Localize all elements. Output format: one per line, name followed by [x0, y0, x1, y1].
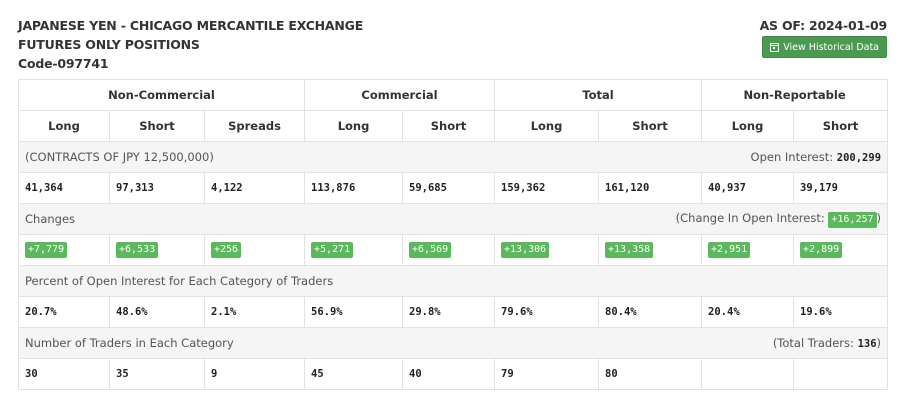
traders-label: Number of Traders in Each Category: [17, 327, 495, 359]
traders-cell: 35: [109, 358, 205, 390]
changes-cell: +7,779: [18, 234, 110, 266]
change-oi-prefix: (Change In Open Interest:: [675, 210, 825, 225]
contracts-label: (CONTRACTS OF JPY 12,500,000): [17, 141, 495, 173]
traders-cell: 45: [304, 358, 404, 390]
report-code: Code-097741: [18, 56, 109, 71]
report-title-block: JAPANESE YEN - CHICAGO MERCANTILE EXCHAN…: [18, 16, 363, 73]
subheader-cell: Spreads: [203, 110, 306, 142]
calendar-icon: [770, 42, 780, 52]
percent-label: Percent of Open Interest for Each Catego…: [17, 265, 889, 297]
contracts-section-row: (CONTRACTS OF JPY 12,500,000) Open Inter…: [17, 141, 889, 173]
view-historical-data-button[interactable]: View Historical Data: [762, 36, 887, 58]
contracts-cell: 97,313: [109, 172, 205, 204]
traders-cell: 9: [203, 358, 306, 390]
subheader-cell: Long: [18, 110, 110, 142]
percent-cell: 80.4%: [598, 296, 703, 328]
open-interest-label: Open Interest:: [750, 150, 834, 164]
percent-cell: 56.9%: [304, 296, 404, 328]
percent-cell: 79.6%: [494, 296, 600, 328]
traders-cell: 30: [18, 358, 110, 390]
report-subtitle: FUTURES ONLY POSITIONS: [18, 37, 200, 52]
percent-section-row: Percent of Open Interest for Each Catego…: [17, 265, 889, 297]
subheader-cell: Long: [494, 110, 600, 142]
changes-values-row: +7,779 +6,533 +256 +5,271 +6,569 +13,306…: [18, 234, 889, 266]
view-historical-data-label: View Historical Data: [783, 41, 879, 53]
subheader-cell: Long: [701, 110, 795, 142]
change-badge: +2,951: [708, 242, 751, 258]
traders-cell: 80: [598, 358, 703, 390]
subheader-cell: Short: [793, 110, 889, 142]
change-oi-suffix: ): [876, 210, 882, 225]
group-total: Total: [494, 79, 703, 111]
report-title: JAPANESE YEN - CHICAGO MERCANTILE EXCHAN…: [18, 18, 364, 33]
change-open-interest: (Change In Open Interest: +16,257): [494, 203, 889, 235]
percent-cell: 2.1%: [203, 296, 306, 328]
changes-cell: +256: [203, 234, 306, 266]
traders-cell: [793, 358, 889, 390]
percent-cell: 48.6%: [109, 296, 205, 328]
subheader-cell: Short: [109, 110, 205, 142]
change-oi-badge: +16,257: [828, 211, 877, 228]
change-badge: +6,533: [116, 242, 159, 258]
total-traders: (Total Traders: 136): [494, 327, 889, 359]
contracts-cell: 59,685: [402, 172, 496, 204]
changes-section-row: Changes (Change In Open Interest: +16,25…: [17, 203, 889, 235]
percent-cell: 19.6%: [793, 296, 889, 328]
traders-cell: 79: [494, 358, 600, 390]
contracts-cell: 39,179: [793, 172, 889, 204]
change-badge: +6,569: [409, 242, 452, 258]
traders-section-row: Number of Traders in Each Category (Tota…: [17, 327, 889, 359]
percent-cell: 29.8%: [402, 296, 496, 328]
percent-cell: 20.7%: [18, 296, 110, 328]
contracts-cell: 4,122: [203, 172, 306, 204]
change-badge: +13,358: [605, 242, 654, 258]
contracts-cell: 41,364: [18, 172, 110, 204]
open-interest: Open Interest: 200,299: [494, 141, 889, 173]
percent-values-row: 20.7% 48.6% 2.1% 56.9% 29.8% 79.6% 80.4%…: [18, 296, 889, 328]
contracts-cell: 113,876: [304, 172, 404, 204]
subheader-cell: Short: [402, 110, 496, 142]
traders-cell: 40: [402, 358, 496, 390]
positions-table: Non-Commercial Commercial Total Non-Repo…: [17, 79, 889, 390]
group-non-reportable: Non-Reportable: [701, 79, 889, 111]
changes-cell: +13,358: [598, 234, 703, 266]
traders-values-row: 30 35 9 45 40 79 80: [18, 358, 889, 390]
changes-cell: +6,533: [109, 234, 205, 266]
as-of-date: AS OF: 2024-01-09: [759, 18, 888, 33]
subheader-row: Long Short Spreads Long Short Long Short…: [18, 110, 889, 142]
open-interest-value: 200,299: [836, 152, 882, 164]
group-commercial: Commercial: [304, 79, 496, 111]
total-traders-suffix: ): [876, 336, 882, 350]
change-badge: +7,779: [25, 242, 68, 258]
group-non-commercial: Non-Commercial: [17, 79, 306, 111]
contracts-values-row: 41,364 97,313 4,122 113,876 59,685 159,3…: [18, 172, 889, 204]
changes-cell: +2,899: [793, 234, 889, 266]
report-meta: AS OF: 2024-01-09 View Historical Data: [760, 16, 887, 58]
total-traders-prefix: (Total Traders:: [772, 336, 854, 350]
group-header-row: Non-Commercial Commercial Total Non-Repo…: [17, 79, 889, 111]
traders-cell: [701, 358, 795, 390]
change-badge: +5,271: [311, 242, 354, 258]
change-badge: +256: [211, 242, 242, 258]
changes-cell: +13,306: [494, 234, 600, 266]
total-traders-value: 136: [857, 338, 877, 350]
changes-cell: +5,271: [304, 234, 404, 266]
changes-cell: +6,569: [402, 234, 496, 266]
change-badge: +13,306: [501, 242, 550, 258]
contracts-cell: 40,937: [701, 172, 795, 204]
percent-cell: 20.4%: [701, 296, 795, 328]
changes-cell: +2,951: [701, 234, 795, 266]
changes-label: Changes: [17, 203, 495, 235]
subheader-cell: Long: [304, 110, 404, 142]
contracts-cell: 159,362: [494, 172, 600, 204]
contracts-cell: 161,120: [598, 172, 703, 204]
subheader-cell: Short: [598, 110, 703, 142]
change-badge: +2,899: [800, 242, 843, 258]
